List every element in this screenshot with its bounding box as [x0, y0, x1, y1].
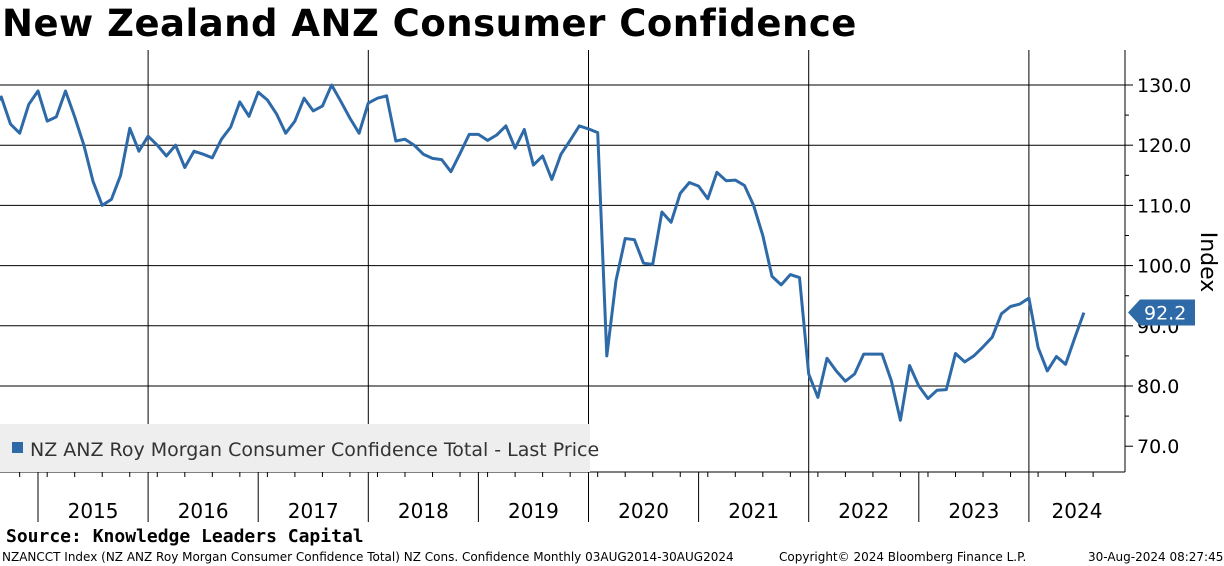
y-tick-label: 100.0: [1137, 256, 1191, 278]
y-axis-label: Index: [1195, 232, 1220, 293]
footer-copyright: Copyright© 2024 Bloomberg Finance L.P.: [779, 550, 1027, 564]
series-line: [0, 83, 1086, 422]
x-tick-label: 2019: [508, 499, 559, 523]
y-tick-label: 70.0: [1137, 436, 1179, 458]
x-tick-label: 2023: [948, 499, 999, 523]
legend-entry: NZ ANZ Roy Morgan Consumer Confidence To…: [30, 439, 599, 461]
y-tick-label: 110.0: [1137, 195, 1191, 217]
chart-title: New Zealand ANZ Consumer Confidence: [2, 2, 857, 45]
x-tick-label: 2024: [1052, 499, 1103, 523]
y-tick-label: 80.0: [1137, 376, 1179, 398]
x-tick-label: 2017: [288, 499, 339, 523]
x-tick-label: 2015: [68, 499, 119, 523]
y-tick-label: 120.0: [1137, 135, 1191, 157]
series-group: [0, 83, 1086, 422]
last-value-badge: [1128, 299, 1195, 326]
legend-swatch: [12, 442, 23, 453]
x-tick-label: 2021: [728, 499, 779, 523]
footer-ticker-info: NZANCCT Index (NZ ANZ Roy Morgan Consume…: [2, 550, 734, 564]
legend-box: [0, 424, 590, 472]
x-axis-ticks: 2015 2016 2017 2018 2019 2020 2021 2022 2023 2024: [19, 472, 1103, 523]
last-value-text: 92.2: [1144, 303, 1186, 325]
x-tick-label: 2022: [838, 499, 889, 523]
vertical-gridlines: [147, 50, 1030, 472]
x-tick-label: 2020: [618, 499, 669, 523]
horizontal-gridlines: [0, 84, 1125, 387]
x-tick-label: 2018: [398, 499, 449, 523]
source-note: Source: Knowledge Leaders Capital: [6, 526, 364, 547]
last-value-label: 92.2: [1128, 299, 1195, 326]
legend: NZ ANZ Roy Morgan Consumer Confidence To…: [0, 424, 599, 472]
x-tick-label: 2016: [178, 499, 229, 523]
footer-timestamp: 30-Aug-2024 08:27:45: [1088, 550, 1224, 564]
y-tick-label: 130.0: [1137, 75, 1191, 97]
